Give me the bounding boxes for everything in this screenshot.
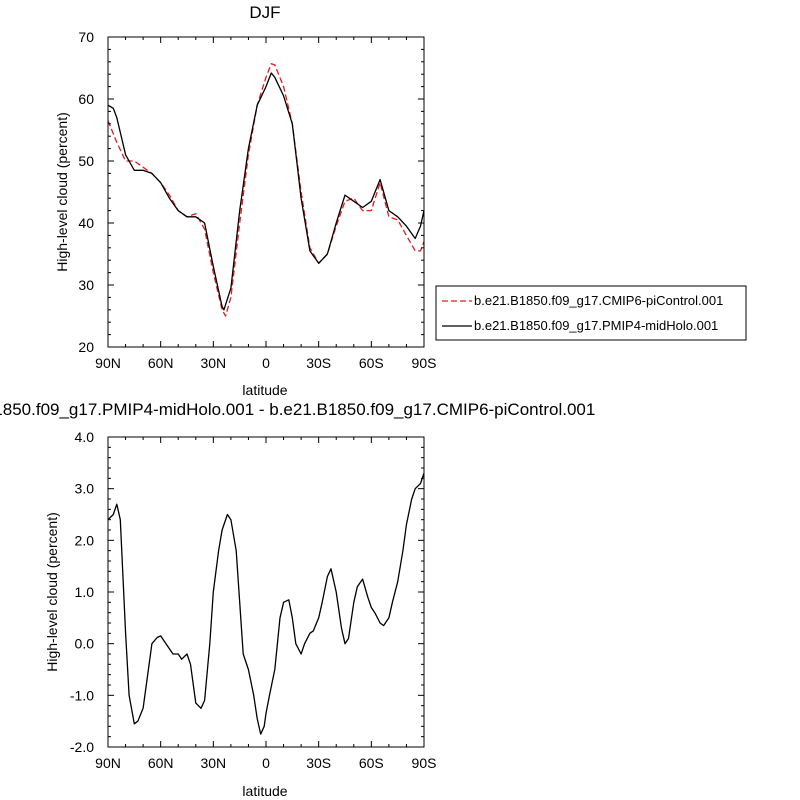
- bottom-chart-y-axis-label: High-level cloud (percent): [44, 512, 60, 672]
- bottom-y-tick-label: 2.0: [75, 532, 95, 548]
- bottom-y-tick-label: 1.0: [75, 584, 95, 600]
- bottom-y-tick-label: -2.0: [70, 739, 94, 755]
- bottom-series-line-0: [108, 472, 424, 735]
- top-chart-y-axis-label: High-level cloud (percent): [54, 112, 70, 272]
- top-y-tick-label: 70: [78, 29, 94, 45]
- top-chart: DJF 90N 60N 30N 0 30S 60S 90S 20 30 40 50 60 70 lati…: [54, 3, 436, 398]
- top-y-tick-label: 30: [78, 277, 94, 293]
- top-chart-title: DJF: [249, 3, 280, 22]
- bottom-x-tick-label: 90N: [95, 755, 121, 771]
- top-plot-frame: [107, 36, 425, 348]
- bottom-x-tick-label: 90S: [412, 755, 437, 771]
- bottom-chart: b.e21.B1850.f09_g17.PMIP4-midHolo.001 - …: [0, 400, 595, 799]
- legend-entry-midholo: b.e21.B1850.f09_g17.PMIP4-midHolo.001: [474, 318, 718, 333]
- bottom-x-tick-label: 0: [262, 755, 270, 771]
- top-x-tick-label: 30S: [306, 355, 331, 371]
- top-series-line-1: [108, 72, 424, 311]
- top-y-tick-label: 20: [78, 339, 94, 355]
- bottom-chart-x-axis-label: latitude: [242, 783, 287, 799]
- bottom-y-tick-label: 0.0: [75, 636, 95, 652]
- legend-box: [435, 285, 747, 341]
- top-series-line-0: [108, 63, 424, 317]
- bottom-y-tick-label: 3.0: [75, 481, 95, 497]
- top-x-tick-label: 90N: [95, 355, 121, 371]
- bottom-x-tick-label: 60S: [359, 755, 384, 771]
- top-chart-plot-area: 90N 60N 30N 0 30S 60S 90S 20 30 40 50 60 70: [78, 29, 436, 371]
- top-x-tick-label: 0: [262, 355, 270, 371]
- bottom-y-tick-label: -1.0: [70, 687, 94, 703]
- bottom-x-tick-label: 30S: [306, 755, 331, 771]
- legend-entry-picontrol: b.e21.B1850.f09_g17.CMIP6-piControl.001: [474, 293, 723, 308]
- bottom-x-tick-label: 60N: [148, 755, 174, 771]
- bottom-chart-title: b.e21.B1850.f09_g17.PMIP4-midHolo.001 - …: [0, 400, 595, 419]
- top-y-tick-label: 50: [78, 153, 94, 169]
- top-y-tick-label: 60: [78, 91, 94, 107]
- top-x-tick-label: 30N: [200, 355, 226, 371]
- top-y-tick-label: 40: [78, 215, 94, 231]
- bottom-x-tick-label: 30N: [200, 755, 226, 771]
- top-x-tick-label: 60N: [148, 355, 174, 371]
- top-chart-x-axis-label: latitude: [242, 382, 287, 398]
- bottom-chart-plot-area: 90N 60N 30N 0 30S 60S 90S -2.0 -1.0 0.0 1.0 2.0 3.0 4…: [70, 429, 437, 771]
- bottom-y-tick-label: 4.0: [75, 429, 95, 445]
- legend: b.e21.B1850.f09_g17.CMIP6-piControl.001 …: [435, 285, 747, 341]
- top-x-tick-label: 60S: [359, 355, 384, 371]
- bottom-plot-frame: [107, 436, 425, 748]
- top-x-tick-label: 90S: [412, 355, 437, 371]
